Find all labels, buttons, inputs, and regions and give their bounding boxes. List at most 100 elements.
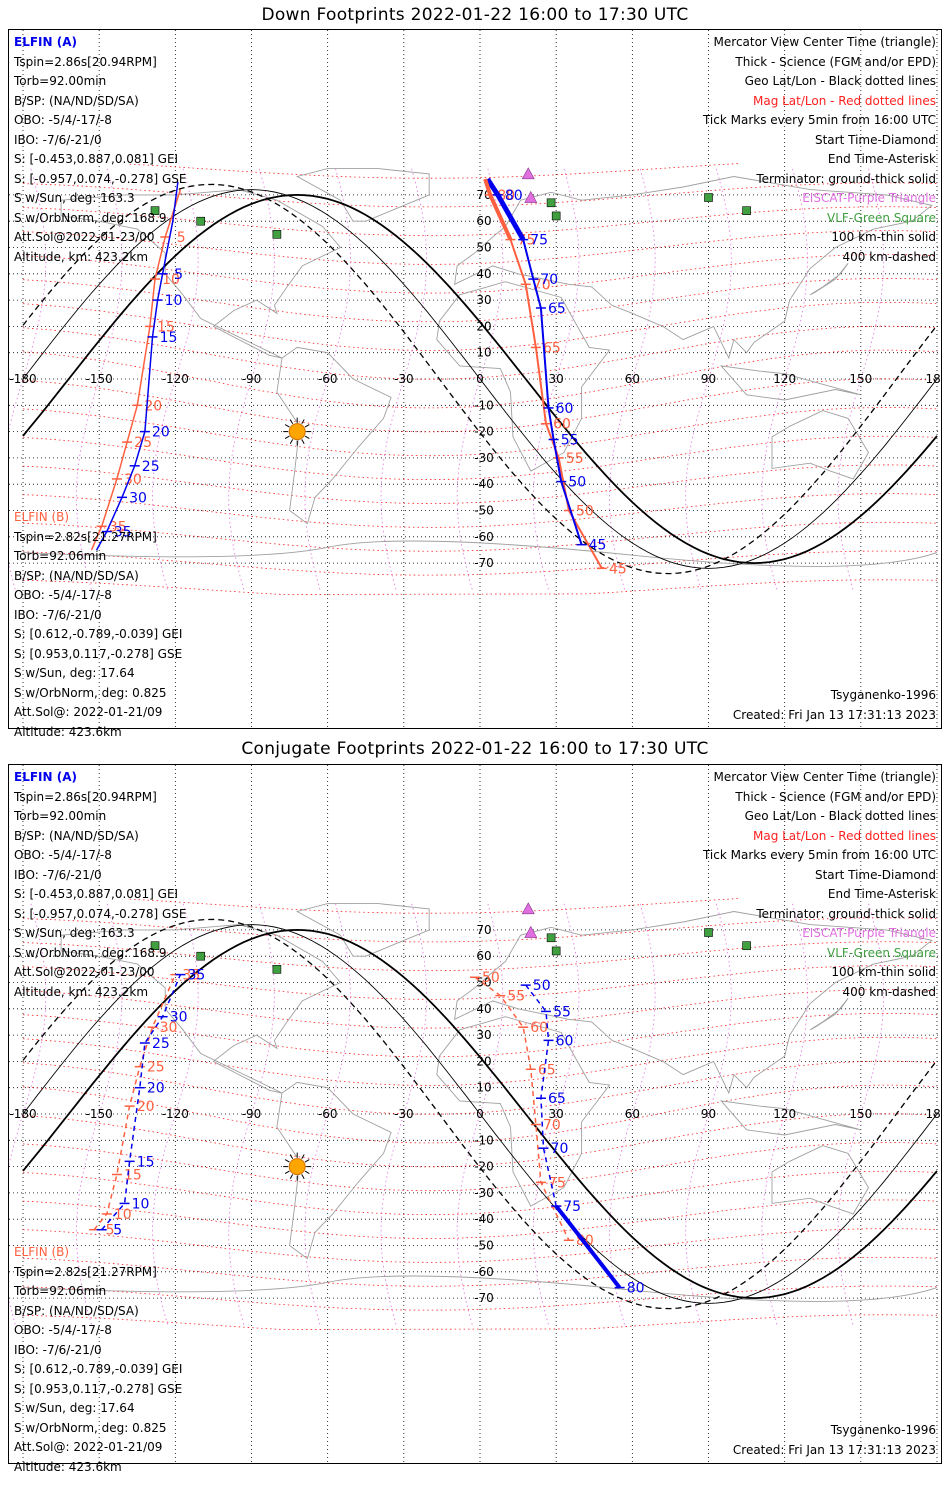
sat-a-lines: Tspin=2.86s[20.94RPM] Torb=92.00min B/SP: … xyxy=(14,53,187,268)
legend-item: End Time-Asterisk xyxy=(827,152,936,166)
map-canvas-down: -180 -150 -120 -90 -60 -30 0 30 60 90 120 150 180 70 6… xyxy=(9,30,941,728)
sat-a-track-time-label: 15 xyxy=(160,330,178,346)
sat-b-track-time-label: 60 xyxy=(530,1020,548,1036)
sat-a-track-time-label: 55 xyxy=(561,432,579,448)
lon-tick-label: 60 xyxy=(625,1107,640,1121)
eiscat-marker xyxy=(524,190,538,203)
sat-a-param: IBO: -7/6/-21/0 xyxy=(14,132,102,147)
sat-a-param: OBO: -5/4/-17/-8 xyxy=(14,113,112,127)
sat-b-track-time-label: 20 xyxy=(144,398,162,414)
terminator-100km xyxy=(22,189,938,569)
sat-a-science-segment xyxy=(554,1204,622,1289)
sat-b-track-time-label: 70 xyxy=(533,277,551,293)
sat-a-track-time-label: 65 xyxy=(548,301,566,317)
lat-tick-label: 10 xyxy=(476,346,491,360)
sat-a-param: Att.Sol@2022-01-23/00 xyxy=(14,965,155,979)
continent-outline xyxy=(454,176,933,360)
sat-a-track-time-label: 10 xyxy=(165,293,183,309)
map-canvas-conj: -180 -150 -120 -90 -60 -30 0 30 60 90 120 150 180 70 6… xyxy=(9,765,941,1463)
lat-tick-label: 70 xyxy=(476,923,491,937)
eiscat-marker xyxy=(521,167,535,180)
sat-b-track-time-label: 25 xyxy=(134,435,152,451)
sat-a-track-time-label: 80 xyxy=(627,1281,645,1297)
sat-a-track-time-label: 10 xyxy=(132,1196,150,1212)
mag-parallel xyxy=(22,1142,938,1192)
sat-b-param: Altitude: 423.6km xyxy=(14,1459,122,1474)
antarctica-outline xyxy=(22,1275,938,1302)
sat-b-science-segment xyxy=(483,178,513,241)
sat-b-track-time-label: 20 xyxy=(137,1099,155,1115)
eiscat-marker xyxy=(524,925,538,938)
vlf-station-marker xyxy=(196,951,206,961)
sat-a-track-time-label: 60 xyxy=(556,1033,574,1049)
sun-ray xyxy=(284,435,290,440)
sat-a-track-time-label: 75 xyxy=(530,233,548,249)
model-info: Tsyganenko-1996 Created: Fri Jan 13 17:3… xyxy=(733,686,936,725)
sun-icon xyxy=(283,417,312,446)
continent-outline xyxy=(720,365,861,401)
sun-ray xyxy=(301,1174,305,1179)
lon-tick-label: 30 xyxy=(549,372,564,386)
lon-tick-label: -30 xyxy=(394,372,414,386)
sun-ray xyxy=(284,1170,290,1175)
sat-a-param: S w/OrbNorm, deg: 168.9 xyxy=(14,210,167,225)
lat-tick-label: 60 xyxy=(476,949,491,963)
lat-tick-label: 20 xyxy=(476,1054,491,1068)
legend-item: Geo Lat/Lon - Black dotted lines xyxy=(744,74,936,88)
vlf-station-marker xyxy=(272,230,282,239)
sat-b-param: S w/OrbNorm, deg: 0.825 xyxy=(14,1420,167,1435)
lat-tick-label: 40 xyxy=(476,1002,491,1016)
lat-tick-label: -60 xyxy=(474,530,494,544)
sat-b-param: Att.Sol@: 2022-01-21/09 xyxy=(14,1440,163,1454)
lon-tick-label: -90 xyxy=(242,372,262,386)
lon-tick-label: -150 xyxy=(86,1107,113,1121)
terminator-ground xyxy=(22,193,938,565)
sat-a-param: B/SP: (NA/ND/SD/SA) xyxy=(14,828,139,843)
sat-b-param: IBO: -7/6/-21/0 xyxy=(14,1342,102,1357)
sat-b-track-time-label: 5 xyxy=(177,230,186,246)
mag-parallel xyxy=(22,378,938,433)
sat-b-track-time-label: 35 xyxy=(182,968,200,984)
sat-a-param: Torb=92.00min xyxy=(14,74,107,88)
sat-b-track-time-label: 65 xyxy=(538,1062,556,1078)
sat-b-track-time-label: 60 xyxy=(553,417,571,433)
legend-item: Mercator View Center Time (triangle) xyxy=(713,770,936,784)
panel-title-conj: Conjugate Footprints 2022-01-22 16:00 to… xyxy=(241,739,709,759)
sat-a-name: ELFIN (A) xyxy=(14,770,77,784)
sat-b-track-time-label: 5 xyxy=(106,1223,115,1239)
sat-b-track-time-label: 30 xyxy=(124,472,142,488)
lat-tick-label: -20 xyxy=(474,1160,494,1174)
vlf-station-marker xyxy=(546,933,556,943)
legend-item: End Time-Asterisk xyxy=(827,887,936,901)
sat-b-track-time-label: 55 xyxy=(566,451,584,467)
legend-item: EISCAT-Purple Triangle xyxy=(802,191,936,205)
mag-parallel xyxy=(22,301,938,351)
lon-tick-label: 30 xyxy=(549,1107,564,1121)
lon-tick-label: -180 xyxy=(9,1107,36,1121)
legend-item: Terminator: ground-thick solid xyxy=(756,906,936,921)
sat-b-track-time-label: 55 xyxy=(507,989,525,1005)
sat-a-track-time-label: 25 xyxy=(142,459,160,475)
legend-item: Thick - Science (FGM and/or EPD) xyxy=(735,54,936,69)
continent-outline xyxy=(771,1145,870,1215)
lon-tick-label: -120 xyxy=(162,1107,189,1121)
sat-a-param: Tspin=2.86s[20.94RPM] xyxy=(14,54,157,69)
sat-a-param: OBO: -5/4/-17/-8 xyxy=(14,848,112,862)
map-panel-down: -180 -150 -120 -90 -60 -30 0 30 60 90 120 150 180 70 6… xyxy=(8,29,942,739)
legend-item: 400 km-dashed xyxy=(842,249,936,264)
lon-tick-label: -90 xyxy=(242,1107,262,1121)
map-panel-conj: -180 -150 -120 -90 -60 -30 0 30 60 90 120 150 180 70 6… xyxy=(8,764,942,1474)
sat-a-track-time-label: 70 xyxy=(540,272,558,288)
lat-tick-label: -60 xyxy=(474,1265,494,1279)
sat-a-track-time-label: 50 xyxy=(533,978,551,994)
continent-outline xyxy=(809,263,849,296)
mag-parallel xyxy=(22,464,938,504)
mag-parallel xyxy=(22,1084,938,1144)
lat-tick-label: 50 xyxy=(476,241,491,255)
lon-tick-label: 90 xyxy=(701,372,716,386)
vlf-station-marker xyxy=(150,941,160,950)
legend: Mercator View Center Time (triangle) Thic… xyxy=(703,768,936,1002)
lat-tick-label: 40 xyxy=(476,267,491,281)
sun-ray xyxy=(304,435,310,440)
sat-b-name: ELFIN (B) xyxy=(14,1245,70,1259)
